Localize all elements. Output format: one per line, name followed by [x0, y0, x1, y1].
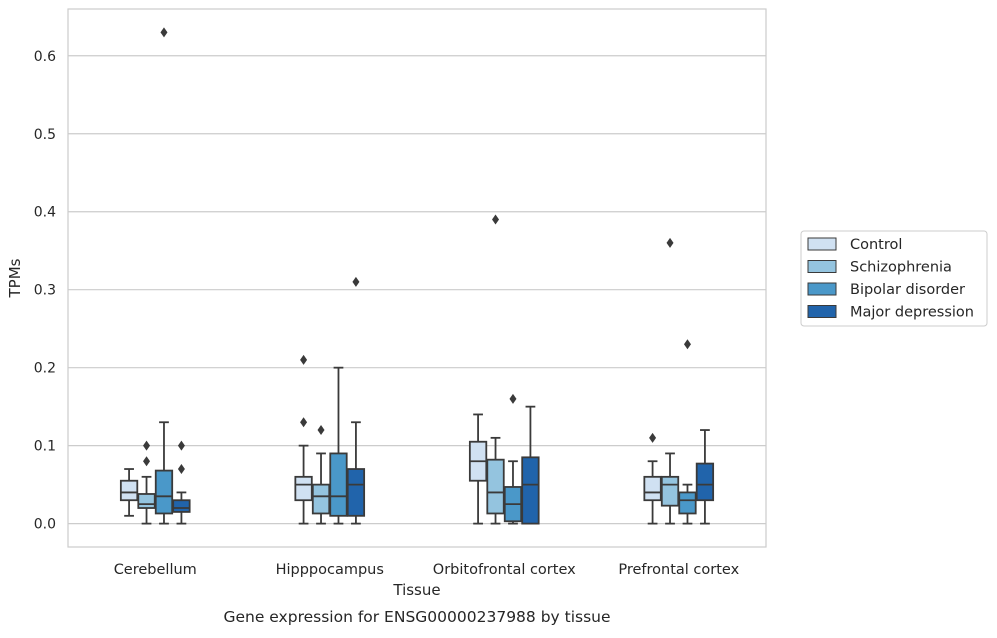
box	[695, 462, 715, 502]
box	[137, 493, 156, 509]
box	[329, 452, 348, 517]
outlier-point	[317, 425, 325, 436]
outlier-point	[300, 354, 308, 365]
x-tick-labels: Cerebellum Hipppocampus Orbitofrontal cort…	[114, 562, 740, 578]
outlier-point	[352, 276, 360, 287]
legend-swatch	[807, 282, 837, 296]
outlier-point	[509, 393, 517, 404]
plot-frame	[67, 8, 767, 548]
x-axis-label: Tissue	[392, 581, 440, 599]
box-group	[643, 432, 662, 525]
outlier-point	[177, 440, 185, 451]
legend-swatch	[807, 305, 837, 318]
y-axis-label: TPMs	[6, 258, 24, 298]
box-group	[660, 237, 680, 525]
box-group	[521, 405, 540, 525]
box	[660, 475, 680, 507]
boxes	[119, 27, 715, 525]
box-group	[468, 413, 488, 525]
legend-swatch	[807, 260, 837, 273]
outlier-point	[492, 214, 500, 225]
outlier-point	[300, 417, 308, 428]
outlier-point	[683, 339, 691, 350]
legend-label: Control	[850, 237, 902, 253]
box	[521, 456, 540, 525]
chart-title: Gene expression for ENSG00000237988 by t…	[223, 608, 610, 626]
box	[154, 469, 174, 515]
outlier-point	[649, 432, 657, 443]
y-tick-label: 0.3	[34, 283, 56, 299]
box-group	[503, 393, 523, 525]
box	[486, 458, 505, 515]
y-tick-label: 0.0	[34, 517, 56, 533]
outlier-point	[666, 237, 674, 248]
box-group	[294, 354, 313, 525]
box	[311, 483, 331, 515]
box-group	[172, 440, 191, 525]
box-group	[137, 440, 156, 525]
box-group	[678, 339, 697, 525]
x-tick-label: Orbitofrontal cortex	[433, 562, 576, 578]
outlier-point	[160, 27, 168, 38]
box	[294, 475, 313, 502]
y-tick-label: 0.1	[34, 439, 56, 455]
y-tick-label: 0.6	[34, 49, 56, 65]
legend-frame	[800, 230, 988, 327]
outlier-point	[177, 464, 185, 475]
box-group	[119, 468, 139, 517]
outlier-point	[143, 456, 151, 467]
box-group	[154, 27, 174, 525]
x-tick-label: Hipppocampus	[276, 562, 384, 578]
legend-swatch	[807, 237, 837, 251]
x-tick-label: Cerebellum	[114, 562, 197, 578]
legend: Control Schizophrenia Bipolar disorder Majo…	[800, 230, 988, 327]
legend-label: Bipolar disorder	[850, 282, 965, 298]
outlier-point	[143, 440, 151, 451]
x-tick-label: Prefrontal cortex	[618, 562, 739, 578]
box	[346, 468, 366, 517]
box	[643, 475, 662, 502]
y-tick-labels: 0.0 0.1 0.2 0.3 0.4 0.5 0.6	[34, 49, 56, 533]
y-tick-label: 0.2	[34, 361, 56, 377]
box	[119, 479, 139, 502]
box-group	[329, 366, 348, 525]
box	[678, 491, 697, 515]
legend-label: Major depression	[850, 305, 974, 321]
box	[172, 499, 191, 513]
box-group	[311, 425, 331, 525]
box-group	[346, 276, 366, 525]
y-tick-label: 0.4	[34, 205, 56, 221]
y-tick-label: 0.5	[34, 127, 56, 143]
box-group	[695, 429, 715, 525]
plot-area	[68, 9, 766, 547]
box-group	[486, 214, 505, 525]
legend-label: Schizophrenia	[850, 260, 952, 276]
